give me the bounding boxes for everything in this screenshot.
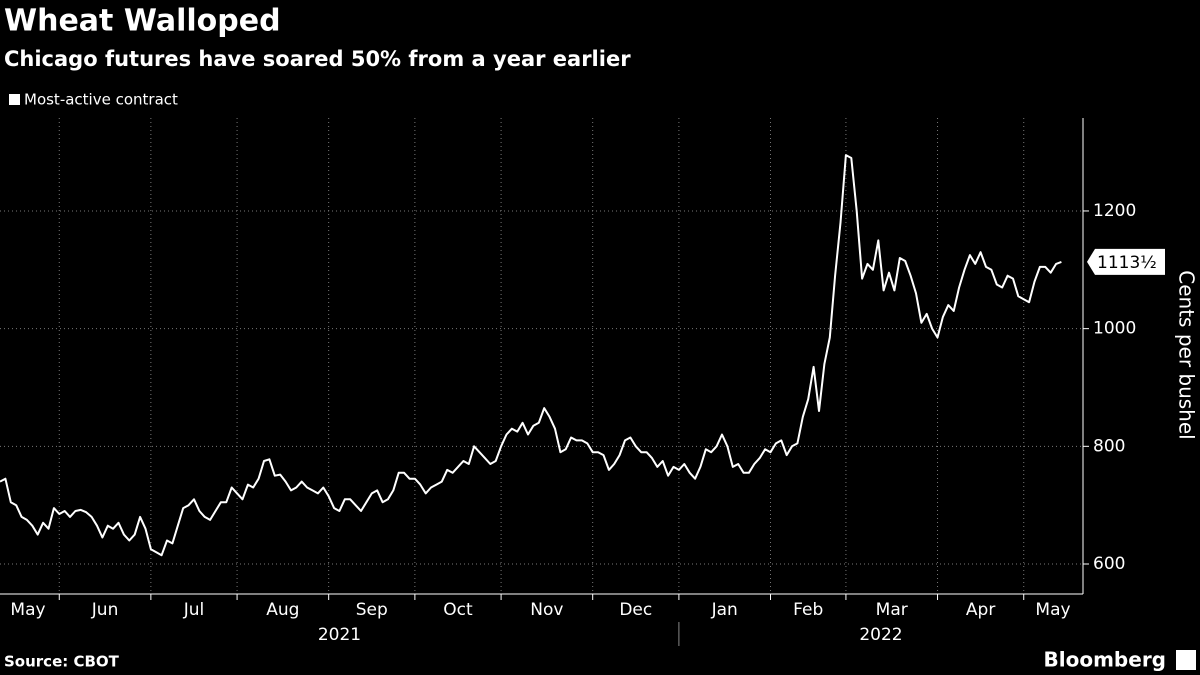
x-tick-label: Feb	[793, 600, 823, 620]
y-axis-label: Cents per bushel	[1175, 270, 1199, 439]
x-tick-label: May	[10, 600, 45, 620]
x-tick-label: Nov	[530, 600, 563, 620]
year-label: 2021	[318, 625, 361, 645]
year-label: 2022	[859, 625, 902, 645]
chart-title: Wheat Walloped	[4, 4, 281, 39]
y-tick-label: 1200	[1093, 201, 1136, 221]
x-tick-label: Aug	[266, 600, 299, 620]
last-value-box	[1087, 248, 1165, 275]
x-tick-label: Jan	[711, 600, 738, 620]
source: Source: CBOT	[4, 653, 120, 671]
y-tick-label: 800	[1093, 436, 1125, 456]
brand: Bloomberg	[1044, 648, 1166, 672]
brand-icon	[1176, 650, 1196, 670]
y-tick-label: 600	[1093, 554, 1125, 574]
x-tick-label: Jul	[183, 600, 205, 620]
x-tick-label: Mar	[876, 600, 908, 620]
x-tick-label: Oct	[443, 600, 473, 620]
y-tick-label: 1000	[1093, 319, 1136, 339]
x-tick-label: May	[1035, 600, 1070, 620]
legend-label: Most-active contract	[24, 91, 178, 109]
x-tick-label: Sep	[356, 600, 388, 620]
legend-swatch	[9, 94, 20, 105]
x-tick-label: Jun	[91, 600, 119, 620]
last-value-label: 1113½	[1097, 253, 1157, 273]
line	[0, 154, 1062, 557]
x-tick-label: Dec	[619, 600, 652, 620]
chart-subtitle: Chicago futures have soared 50% from a y…	[4, 47, 631, 71]
x-tick-label: Apr	[966, 600, 995, 620]
